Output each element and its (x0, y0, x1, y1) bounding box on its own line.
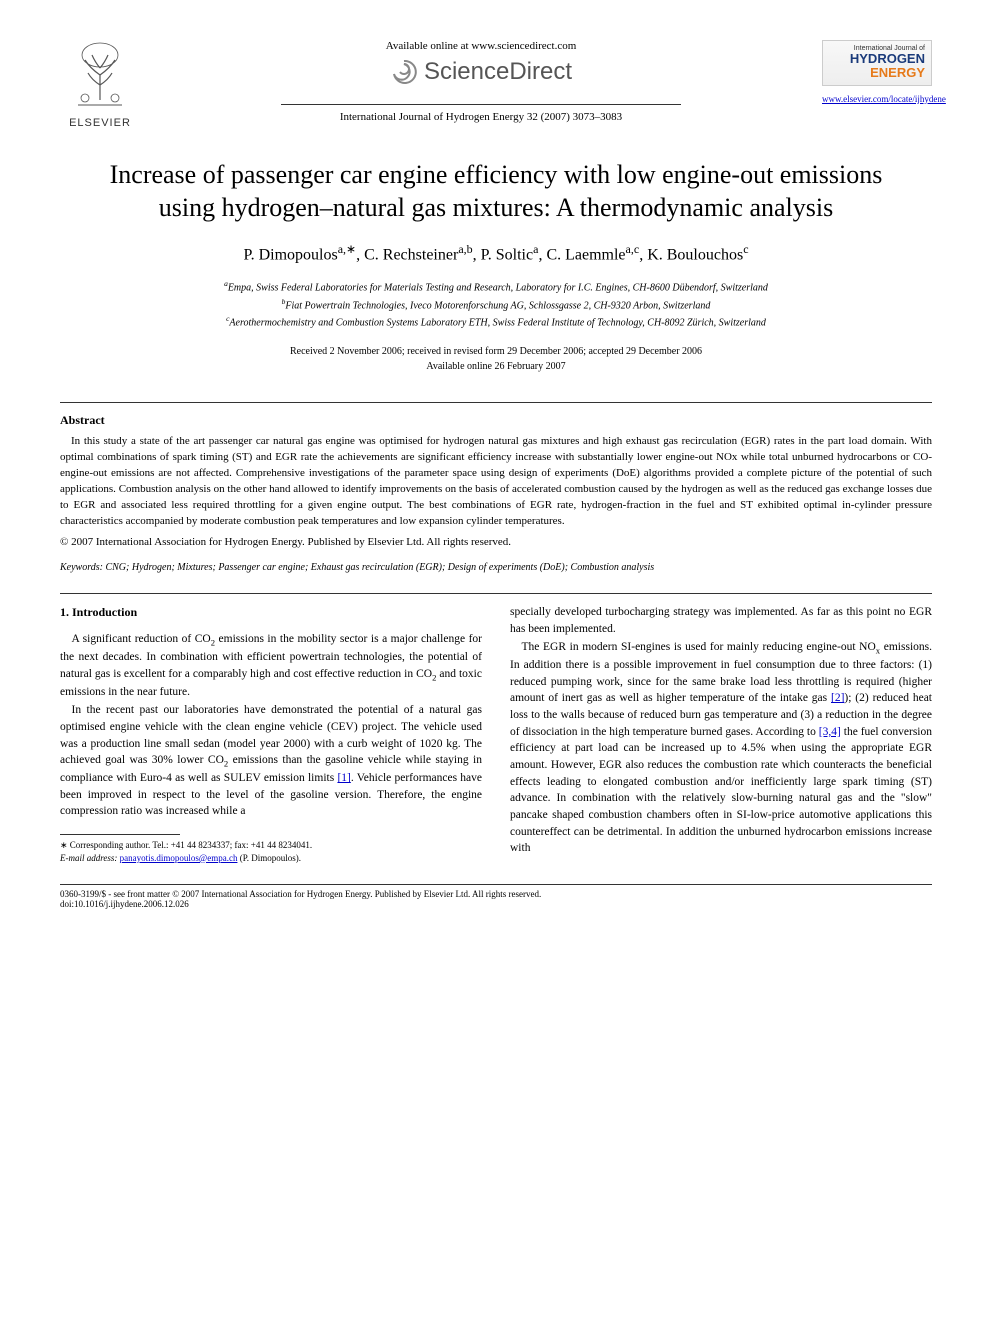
footnote-corresponding: ∗ Corresponding author. Tel.: +41 44 823… (60, 839, 482, 852)
keywords-text: CNG; Hydrogen; Mixtures; Passenger car e… (105, 562, 654, 573)
footnote-separator (60, 834, 180, 835)
journal-logo-block: International Journal of HYDROGEN ENERGY… (822, 40, 932, 104)
article-dates: Received 2 November 2006; received in re… (60, 344, 932, 374)
keywords-line: Keywords: CNG; Hydrogen; Mixtures; Passe… (60, 562, 932, 573)
affiliation-b: bFiat Powertrain Technologies, Iveco Mot… (60, 296, 932, 313)
divider-top (60, 402, 932, 403)
footnote-email-who: (P. Dimopoulos). (240, 853, 301, 863)
footnote-block: ∗ Corresponding author. Tel.: +41 44 823… (60, 839, 482, 864)
sciencedirect-text: ScienceDirect (424, 58, 572, 86)
affiliations: aEmpa, Swiss Federal Laboratories for Ma… (60, 278, 932, 330)
col1-para-2: In the recent past our laboratories have… (60, 702, 482, 820)
footer-line-2: doi:10.1016/j.ijhydene.2006.12.026 (60, 899, 932, 909)
footnote-email-link[interactable]: panayotis.dimopoulos@empa.ch (120, 853, 238, 863)
section-heading-intro: 1. Introduction (60, 604, 482, 621)
footer-line-1: 0360-3199/$ - see front matter © 2007 In… (60, 889, 932, 899)
affiliation-c-text: Aerothermochemistry and Combustion Syste… (229, 317, 765, 328)
abstract-text: In this study a state of the art passeng… (60, 435, 932, 527)
affiliation-b-text: Fiat Powertrain Technologies, Iveco Moto… (285, 300, 710, 311)
footnote-email-line: E-mail address: panayotis.dimopoulos@emp… (60, 852, 482, 865)
journal-url-link[interactable]: www.elsevier.com/locate/ijhydene (822, 94, 946, 104)
ref-link-2[interactable]: [2] (831, 692, 844, 704)
article-title: Increase of passenger car engine efficie… (80, 159, 912, 224)
journal-logo-box: International Journal of HYDROGEN ENERGY (822, 40, 932, 86)
center-header: Available online at www.sciencedirect.co… (140, 40, 822, 125)
received-date: Received 2 November 2006; received in re… (60, 344, 932, 359)
sciencedirect-swirl-icon (390, 58, 418, 86)
online-date: Available online 26 February 2007 (60, 359, 932, 374)
authors-line: P. Dimopoulosa,∗, C. Rechsteinera,b, P. … (60, 242, 932, 264)
footer-block: 0360-3199/$ - see front matter © 2007 In… (60, 884, 932, 909)
elsevier-tree-icon (70, 40, 130, 110)
journal-url[interactable]: www.elsevier.com/locate/ijhydene (822, 94, 932, 104)
available-online-text: Available online at www.sciencedirect.co… (160, 40, 802, 52)
sciencedirect-logo: ScienceDirect (160, 58, 802, 86)
header-row: ELSEVIER Available online at www.science… (60, 40, 932, 129)
right-column: specially developed turbocharging strate… (510, 604, 932, 864)
body-columns: 1. Introduction A significant reduction … (60, 604, 932, 864)
journal-logo-line2: ENERGY (829, 66, 925, 80)
affiliation-a: aEmpa, Swiss Federal Laboratories for Ma… (60, 278, 932, 295)
elsevier-logo: ELSEVIER (60, 40, 140, 129)
journal-reference: International Journal of Hydrogen Energy… (281, 104, 681, 123)
affiliation-a-text: Empa, Swiss Federal Laboratories for Mat… (228, 283, 768, 294)
abstract-body: In this study a state of the art passeng… (60, 434, 932, 530)
keywords-label: Keywords: (60, 562, 103, 573)
abstract-heading: Abstract (60, 413, 932, 428)
abstract-copyright: © 2007 International Association for Hyd… (60, 536, 932, 548)
divider-bottom (60, 593, 932, 594)
journal-logo-line1: HYDROGEN (829, 52, 925, 66)
col2-para-1: specially developed turbocharging strate… (510, 604, 932, 637)
article-page: ELSEVIER Available online at www.science… (0, 0, 992, 959)
affiliation-c: cAerothermochemistry and Combustion Syst… (60, 313, 932, 330)
left-column: 1. Introduction A significant reduction … (60, 604, 482, 864)
footnote-email-label: E-mail address: (60, 853, 117, 863)
col2-para-2: The EGR in modern SI-engines is used for… (510, 639, 932, 857)
ref-link-3-4[interactable]: [3,4] (819, 726, 841, 738)
elsevier-label: ELSEVIER (60, 117, 140, 129)
ref-link-1[interactable]: [1] (337, 772, 350, 784)
col1-para-1: A significant reduction of CO2 emissions… (60, 631, 482, 700)
